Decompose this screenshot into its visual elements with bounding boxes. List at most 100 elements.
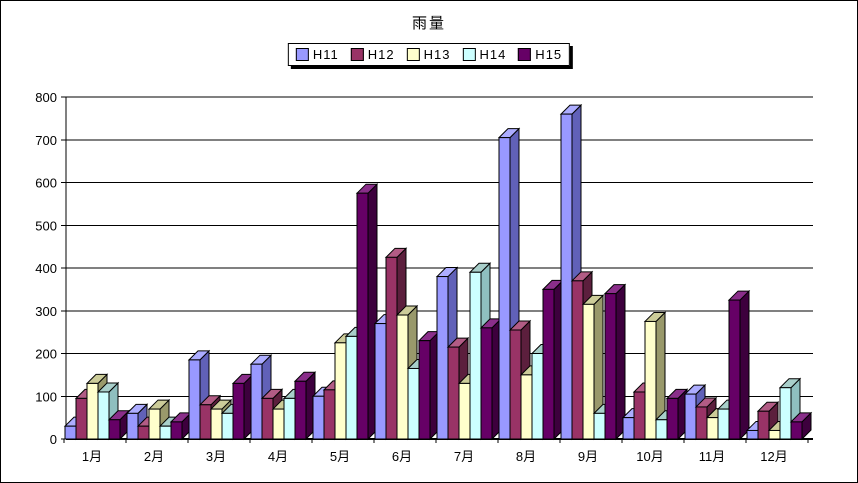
bar-H13-10月[interactable] [643, 311, 667, 441]
bar-front-face [666, 397, 679, 440]
bar-H13-9月[interactable] [581, 294, 605, 441]
bar-front-face [757, 410, 770, 440]
bar-front-face [312, 395, 325, 440]
bar-front-face [199, 404, 212, 440]
bar-front-face [221, 412, 234, 440]
legend-swatch-H12 [350, 48, 364, 61]
bar-H15-5月[interactable] [355, 182, 379, 441]
bar-front-face [746, 429, 759, 440]
bar-front-face [272, 408, 285, 440]
bar-front-face [283, 397, 296, 440]
legend-item-H13[interactable]: H13 [406, 47, 451, 62]
bar-front-face [75, 397, 88, 440]
bar-front-face [407, 367, 420, 440]
legend-swatch-H15 [518, 48, 532, 61]
bar-front-face [250, 363, 263, 440]
bar-H15-9月[interactable] [603, 283, 627, 441]
bar-front-face [695, 406, 708, 440]
bar-front-face [436, 276, 449, 440]
bar-front-face [418, 340, 431, 440]
bar-front-face [447, 346, 460, 440]
bar-H15-10月[interactable] [665, 388, 689, 441]
x-label-10月: 10月 [636, 449, 663, 464]
x-label-4月: 4月 [268, 449, 288, 464]
bar-side-face [739, 289, 750, 441]
bar-front-face [64, 425, 77, 440]
bar-front-face [261, 397, 274, 440]
x-label-6月: 6月 [392, 449, 412, 464]
y-tick-label-300: 300 [35, 304, 57, 319]
bar-front-face [542, 288, 555, 440]
bar-front-face [717, 408, 730, 440]
bar-H15-4月[interactable] [293, 371, 317, 441]
bar-front-face [604, 293, 617, 440]
bar-front-face [137, 425, 150, 440]
bar-front-face [728, 299, 741, 440]
legend-label: H12 [367, 47, 395, 62]
bar-H15-11月[interactable] [727, 289, 751, 441]
bar-H15-12月[interactable] [789, 411, 813, 441]
bar-front-face [790, 421, 803, 440]
legend-item-H12[interactable]: H12 [350, 47, 395, 62]
bar-front-face [159, 425, 172, 440]
bar-front-face [294, 380, 307, 440]
y-tick-label-100: 100 [35, 389, 57, 404]
bar-front-face [622, 417, 635, 440]
legend-label: H13 [423, 47, 451, 62]
bar-front-face [655, 419, 668, 440]
bar-front-face [188, 359, 201, 440]
bar-front-face [345, 335, 358, 440]
x-label-3月: 3月 [206, 449, 226, 464]
legend-swatch-H14 [462, 48, 476, 61]
bar-front-face [469, 271, 482, 440]
x-label-1月: 1月 [82, 449, 102, 464]
bar-front-face [560, 113, 573, 440]
legend-item-H11[interactable]: H11 [295, 47, 339, 62]
bar-front-face [385, 256, 398, 440]
bar-front-face [97, 391, 110, 440]
legend-item-H15[interactable]: H15 [518, 47, 562, 62]
y-tick-label-800: 800 [35, 90, 57, 105]
bar-front-face [108, 419, 121, 440]
legend-swatch-H11 [295, 48, 309, 61]
x-label-2月: 2月 [144, 449, 164, 464]
bar-front-face [210, 408, 223, 440]
x-label-12月: 12月 [760, 449, 787, 464]
bar-front-face [148, 408, 161, 440]
bar-front-face [396, 314, 409, 440]
bar-front-face [706, 417, 719, 440]
bar-front-face [520, 374, 533, 440]
bar-front-face [170, 421, 183, 440]
chart-title: 雨量 [411, 15, 446, 32]
bar-H15-7月[interactable] [479, 317, 503, 441]
bar-front-face [334, 342, 347, 440]
bar-front-face [126, 412, 139, 440]
bar-front-face [509, 329, 522, 440]
bar-H15-3月[interactable] [231, 373, 255, 441]
x-label-11月: 11月 [699, 449, 726, 464]
bar-front-face [684, 393, 697, 440]
bar-front-face [768, 429, 781, 440]
legend-item-H14[interactable]: H14 [462, 47, 506, 62]
bar-H15-8月[interactable] [541, 279, 565, 441]
legend-label: H11 [312, 47, 339, 62]
x-label-8月: 8月 [516, 449, 536, 464]
bar-H15-6月[interactable] [417, 330, 441, 441]
bar-front-face [480, 327, 493, 440]
bar-front-face [633, 391, 646, 440]
legend-box[interactable]: H11 H12 H13 H14 H15 [287, 43, 571, 66]
y-tick-label-600: 600 [35, 176, 57, 191]
bar-side-face [615, 283, 626, 441]
bar-front-face [374, 323, 387, 440]
legend-label: H14 [479, 47, 507, 62]
y-tick-label-700: 700 [35, 133, 57, 148]
y-tick-label-0: 0 [50, 432, 57, 447]
bar-front-face [356, 192, 369, 440]
bar-front-face [531, 353, 544, 440]
y-tick-label-200: 200 [35, 347, 57, 362]
y-tick-label-500: 500 [35, 218, 57, 233]
x-label-7月: 7月 [454, 449, 474, 464]
y-tick-label-400: 400 [35, 261, 57, 276]
bar-front-face [86, 382, 99, 440]
